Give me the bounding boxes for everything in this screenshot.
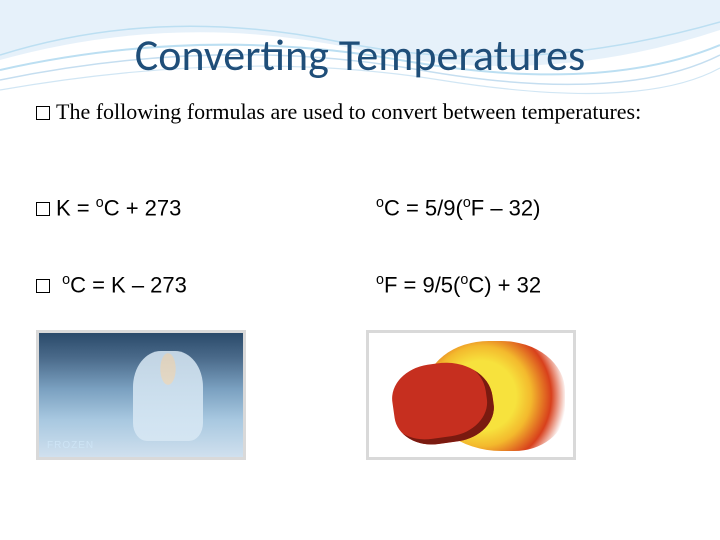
formula-f-from-c: oF = 9/5(oC) + 32 — [376, 272, 676, 298]
formula-row-2: oC = K – 273 oF = 9/5(oC) + 32 — [36, 272, 684, 298]
formula-text: C) + 32 — [468, 272, 541, 297]
formula-text: K = — [56, 195, 96, 220]
degree-symbol: o — [62, 272, 70, 288]
formula-k-from-c: K = oC + 273 — [36, 195, 376, 221]
formula-text: C = K – 273 — [70, 272, 187, 297]
degree-symbol: o — [376, 272, 384, 288]
bullet-icon — [36, 202, 50, 216]
formula-text: C + 273 — [104, 195, 182, 220]
formula-c-from-f: oC = 5/9(oF – 32) — [376, 195, 676, 221]
degree-symbol: o — [463, 195, 471, 211]
formula-c-from-k: oC = K – 273 — [36, 272, 376, 298]
intro-content: The following formulas are used to conve… — [56, 99, 641, 124]
formula-text: F = 9/5( — [384, 272, 460, 297]
page-title: Converting Temperatures — [0, 28, 720, 82]
intro-text: The following formulas are used to conve… — [36, 98, 684, 126]
bullet-icon — [36, 279, 50, 293]
degree-symbol: o — [96, 195, 104, 211]
formula-text: F – 32) — [471, 195, 541, 220]
formula-row-1: K = oC + 273 oC = 5/9(oF – 32) — [36, 195, 684, 221]
cold-image — [36, 330, 246, 460]
image-row — [36, 330, 684, 460]
degree-symbol: o — [376, 195, 384, 211]
bullet-icon — [36, 106, 50, 120]
formula-text: C = 5/9( — [384, 195, 463, 220]
hot-image — [366, 330, 576, 460]
